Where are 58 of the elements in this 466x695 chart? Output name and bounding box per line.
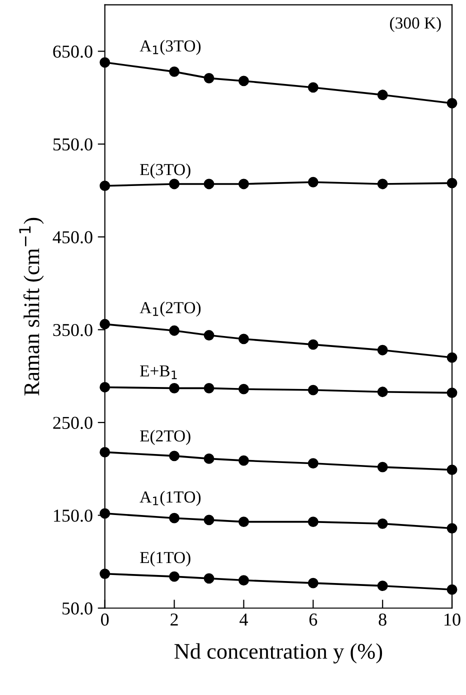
point: [238, 455, 249, 466]
point: [169, 382, 180, 394]
point: [204, 514, 214, 526]
y-tick-label: 250.0: [53, 416, 92, 430]
point: [377, 462, 388, 472]
y-tick-label: 350.0: [53, 324, 92, 336]
point: [238, 384, 249, 394]
series-label: E+B$_{1}$: [140, 365, 177, 380]
point: [377, 580, 388, 592]
y-tick-label: 550.0: [53, 138, 92, 151]
point: [204, 382, 214, 394]
annotation: (300 K): [390, 16, 441, 32]
point: [308, 578, 318, 588]
point: [169, 450, 180, 462]
point: [238, 178, 249, 190]
point: [238, 516, 249, 528]
point: [238, 334, 249, 344]
point: [308, 384, 318, 396]
series-label: E(2TO): [140, 430, 190, 445]
point: [204, 453, 214, 464]
point: [169, 325, 180, 336]
point: [169, 571, 180, 582]
x-axis-title: Nd concentration y (%): [174, 643, 382, 664]
x-tick-label: 10: [444, 614, 460, 626]
point: [377, 518, 388, 529]
y-tick-label: 650.0: [53, 46, 92, 58]
series-label: A$_{1}$(2TO): [140, 302, 201, 317]
point: [169, 66, 180, 77]
point: [377, 178, 388, 190]
series-label: A$_{1}$(3TO): [140, 40, 201, 55]
point: [377, 386, 388, 398]
y-tick-label: 450.0: [52, 231, 92, 244]
point: [377, 344, 388, 356]
point: [308, 176, 318, 188]
series-label: E(1TO): [140, 551, 190, 567]
series-label: A$_{1}$(1TO): [140, 490, 201, 506]
x-tick-label: 8: [378, 614, 386, 626]
point: [238, 575, 249, 586]
y-axis-title: Raman shift (cm$^{−1}$): [19, 218, 44, 396]
point: [204, 178, 214, 190]
point: [204, 72, 214, 84]
y-tick-label: 50.0: [62, 602, 92, 615]
point: [308, 458, 318, 469]
x-tick-label: 6: [309, 614, 318, 626]
point: [204, 330, 214, 340]
series-label: E(3TO): [140, 163, 190, 179]
point: [377, 90, 388, 100]
point: [308, 339, 318, 350]
x-tick-label: 0: [101, 614, 109, 626]
point: [238, 76, 249, 86]
x-tick-label: 4: [240, 614, 248, 626]
point: [169, 178, 180, 190]
point: [308, 516, 318, 528]
y-tick-label: 150.0: [54, 510, 92, 522]
x-tick-label: 2: [170, 614, 178, 626]
point: [169, 512, 180, 524]
point: [308, 82, 318, 93]
point: [204, 573, 214, 584]
